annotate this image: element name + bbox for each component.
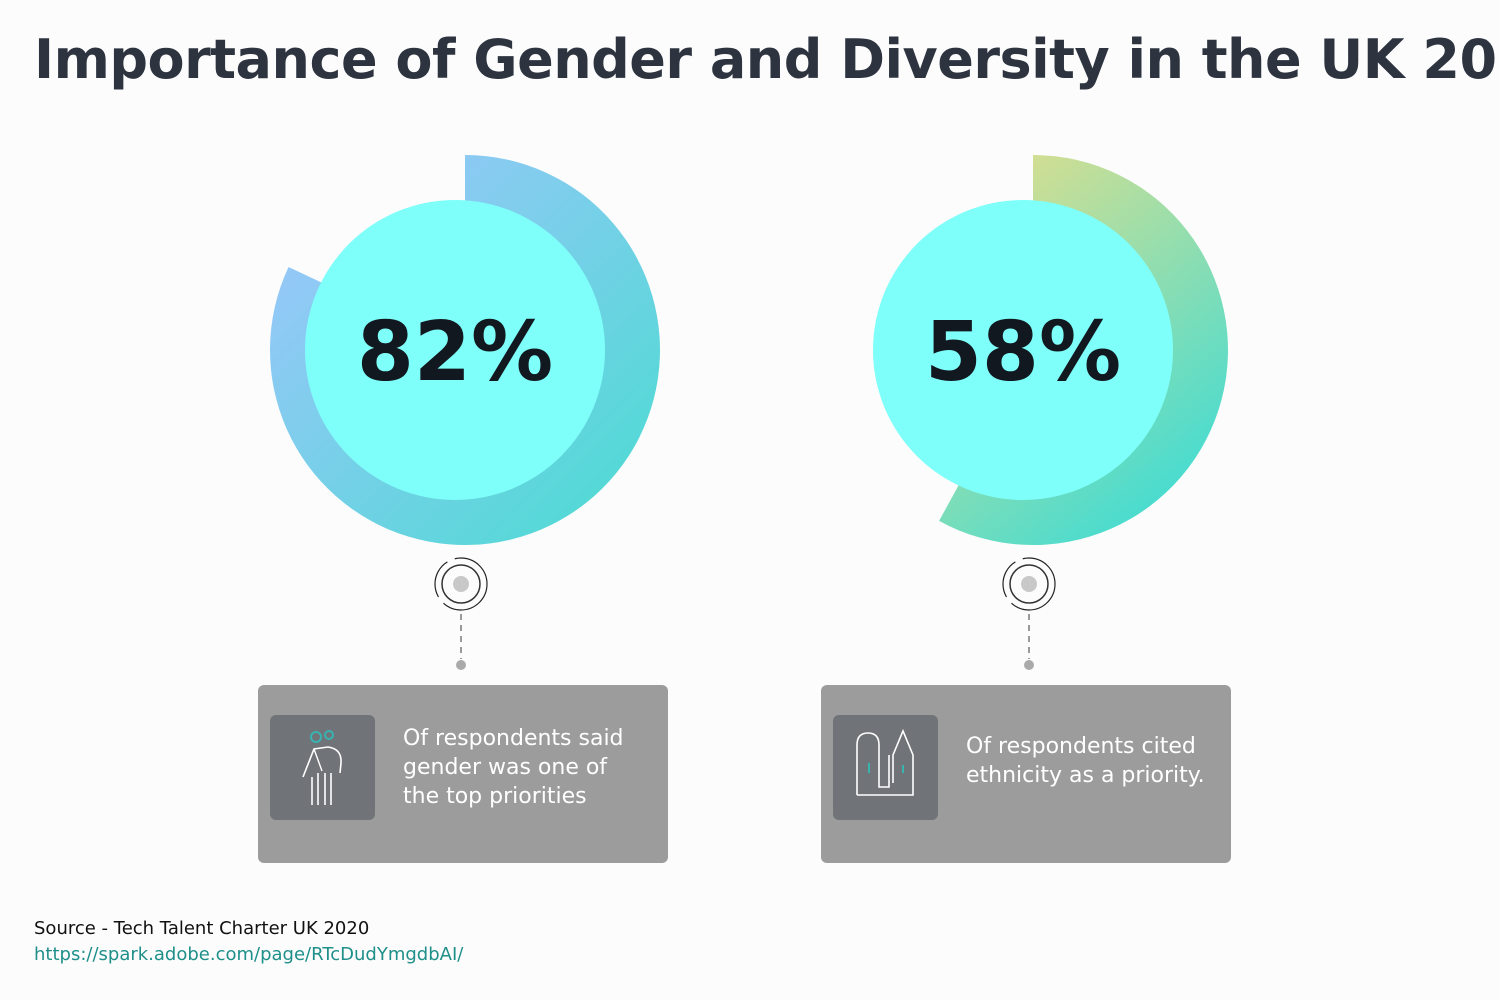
ethnicity-percent-label: 58% [925, 305, 1121, 400]
ethnicity-connector-icon [1002, 557, 1056, 611]
page-title: Importance of Gender and Diversity in th… [34, 28, 1500, 91]
gender-caption: Of respondents said gender was one of th… [403, 726, 624, 809]
gender-stat-card: Of respondents said gender was one of th… [258, 685, 668, 863]
ethnicity-inner-circle [873, 200, 1173, 500]
source-link[interactable]: https://spark.adobe.com/page/RTcDudYmgdb… [34, 944, 464, 965]
gender-inner-circle [305, 200, 605, 500]
ethnicity-buildings-icon [833, 715, 938, 820]
ethnicity-stat-card: Of respondents cited ethnicity as a prio… [821, 685, 1231, 863]
gender-connector-dot [456, 660, 466, 670]
ethnicity-connector-dot [1024, 660, 1034, 670]
ethnicity-caption: Of respondents cited ethnicity as a prio… [966, 734, 1205, 788]
gender-connector-icon [434, 557, 488, 611]
source-text: Source - Tech Talent Charter UK 2020 [34, 918, 370, 939]
gender-person-icon [270, 715, 375, 820]
gender-percent-label: 82% [357, 305, 553, 400]
